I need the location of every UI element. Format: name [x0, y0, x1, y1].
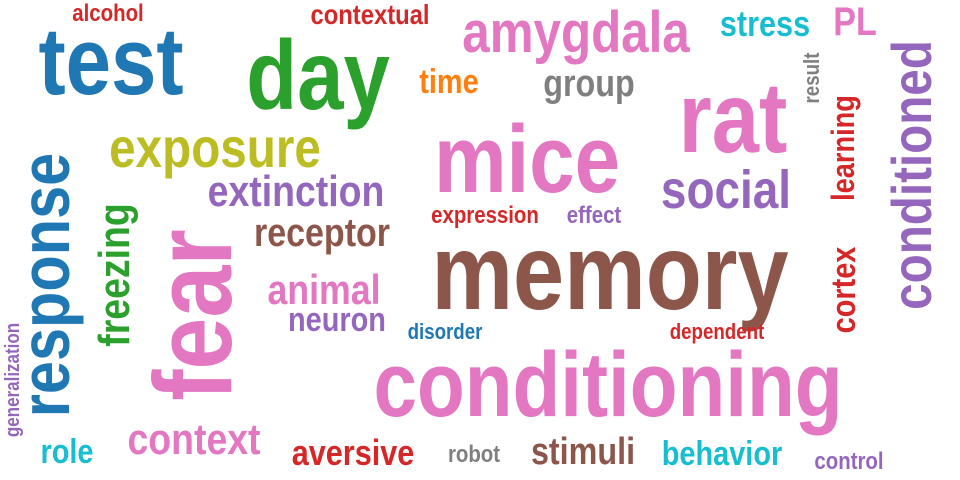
word-extinction: extinction	[207, 167, 385, 216]
word-effect: effect	[566, 202, 622, 229]
word-context: context	[127, 415, 261, 464]
word-conditioned: conditioned	[880, 40, 943, 310]
word-robot: robot	[447, 441, 501, 468]
word-group: group	[543, 63, 635, 105]
word-freezing: freezing	[90, 203, 139, 347]
word-test: test	[38, 8, 184, 115]
word-PL: PL	[833, 0, 877, 44]
word-memory: memory	[431, 211, 789, 332]
word-dependent: dependent	[669, 319, 765, 344]
word-day: day	[246, 20, 390, 130]
word-aversive: aversive	[291, 432, 415, 473]
word-role: role	[40, 433, 94, 471]
word-control: control	[814, 448, 884, 475]
word-rat: rat	[678, 62, 788, 174]
word-cortex: cortex	[825, 246, 863, 334]
word-fear: fear	[132, 229, 255, 401]
word-stimuli: stimuli	[530, 431, 636, 473]
word-stress: stress	[719, 3, 811, 44]
word-result: result	[799, 52, 824, 104]
word-conditioning: conditioning	[373, 334, 843, 436]
word-neuron: neuron	[288, 301, 386, 339]
word-social: social	[660, 160, 792, 220]
word-contextual: contextual	[310, 0, 430, 30]
word-receptor: receptor	[253, 211, 391, 255]
word-time: time	[419, 63, 479, 101]
word-alcohol: alcohol	[72, 0, 144, 27]
word-exposure: exposure	[109, 116, 321, 179]
word-behavior: behavior	[661, 435, 783, 473]
word-mice: mice	[434, 106, 620, 213]
word-animal: animal	[267, 266, 381, 313]
word-expression: expression	[431, 202, 539, 229]
word-learning: learning	[825, 95, 861, 201]
word-amygdala: amygdala	[462, 0, 690, 65]
word-generalization: generalization	[2, 322, 24, 438]
word-disorder: disorder	[407, 319, 483, 344]
